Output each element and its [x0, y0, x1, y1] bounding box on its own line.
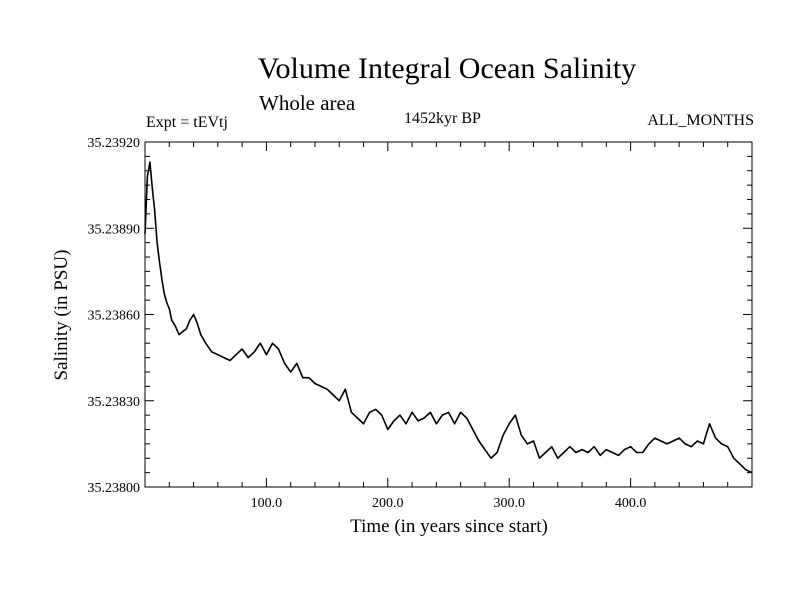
chart-title: Volume Integral Ocean Salinity	[257, 52, 637, 85]
y-tick-label: 35.23830	[88, 395, 141, 410]
axis-ticks	[145, 142, 752, 487]
y-tick-label: 35.23860	[88, 309, 141, 324]
x-axis-label: Time (in years since start)	[350, 516, 548, 537]
experiment-label: Expt = tEVtj	[146, 114, 228, 131]
period-label: 1452kyr BP	[404, 110, 481, 127]
axis-tick-labels: 100.0 200.0 300.0 400.0 35.23800 35.23830 35.2…	[88, 136, 647, 511]
y-tick-label: 35.23800	[88, 481, 141, 496]
x-tick-label: 100.0	[251, 496, 283, 511]
y-tick-label: 35.23890	[88, 222, 141, 237]
x-tick-label: 300.0	[493, 496, 525, 511]
x-tick-label: 200.0	[372, 496, 404, 511]
series-group	[144, 161, 753, 474]
y-tick-label: 35.23920	[88, 136, 141, 151]
series-line	[144, 161, 753, 474]
x-tick-label: 400.0	[615, 496, 647, 511]
plot-frame	[144, 141, 753, 488]
chart-subtitle: Whole area	[259, 91, 356, 115]
months-label: ALL_MONTHS	[647, 112, 754, 129]
